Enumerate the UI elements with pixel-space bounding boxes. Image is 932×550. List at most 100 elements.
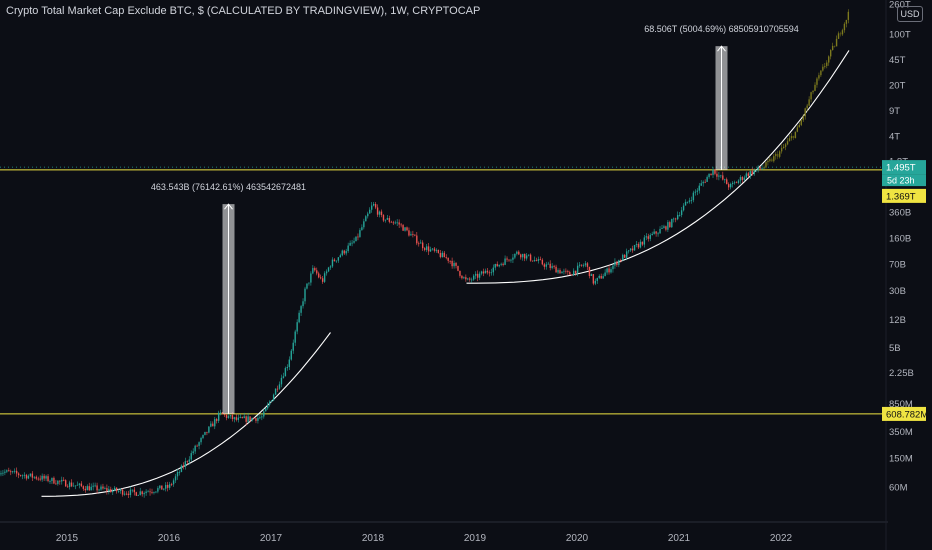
candle-body [610,269,612,273]
candle-body [306,283,308,289]
projection-candle-body [818,75,820,79]
y-tick-label: 60M [889,483,908,494]
candle-body [115,487,118,492]
candle-body [25,474,28,479]
candle-body [114,487,116,491]
candle-body [441,252,444,258]
candle-body [663,226,665,228]
projection-candle-body [847,11,850,20]
y-tick-label: 30B [889,286,906,297]
candle-body [347,245,349,252]
candle-body [416,235,418,244]
candle-body [724,179,726,181]
candle-body [255,418,257,421]
candle-body [657,233,659,235]
candle-body [88,486,90,491]
projection-candle-body [769,159,771,161]
candle-body [567,271,569,273]
candle-body [488,272,491,274]
candle-body [737,180,740,183]
candle-body [219,412,222,414]
candle-body [755,169,757,171]
candle-body [635,244,638,245]
candle-body [268,401,271,405]
candle-body [696,190,699,192]
candle-body [272,394,275,401]
candle-body [84,488,87,491]
candle-body [133,489,136,493]
candle-body [525,255,528,259]
projection-candle-body [775,153,777,157]
candle-body [682,205,685,211]
candle-body [741,177,744,180]
projection-candle-body [778,151,781,157]
candle-body [63,479,65,481]
candle-body [574,270,577,274]
candle-body [59,480,61,482]
candle-body [624,254,626,258]
candle-body [21,475,24,477]
candle-body [702,181,704,184]
candle-body [620,260,622,261]
curve-layer [41,50,850,497]
projection-candle-body [804,108,806,117]
candle-body [180,465,183,472]
candle-body [451,260,453,267]
currency-button[interactable]: USD [897,6,923,22]
candle-body [327,267,330,272]
candle-body [149,491,151,493]
candle-body [204,431,206,435]
candle-body [145,491,147,494]
candle-body [369,209,371,214]
candle-body [714,169,716,174]
candle-body [449,260,451,262]
candle-body [410,234,412,236]
y-tick-label: 4T [889,131,900,142]
projection-candle-body [814,84,816,91]
candle-body [363,221,365,228]
candle-body [10,471,12,473]
candle-body [216,419,218,421]
candle-body [66,486,69,488]
candle-body [494,263,496,268]
candle-body [310,273,312,283]
candle-body [688,200,691,202]
candle-body [543,264,546,267]
candle-body [608,268,610,273]
candle-body [19,475,22,476]
candle-body [527,254,530,256]
candle-body [41,475,43,480]
y-tick-label: 70B [889,259,906,270]
candle-body [367,213,369,217]
candle-body [735,182,738,184]
measure-arrow-head [717,45,726,52]
candle-body [504,258,506,265]
candle-body [259,417,261,419]
candle-body [633,244,636,251]
y-tick-label: 360B [889,208,911,219]
candle-body [463,277,465,279]
candle-body [508,259,510,261]
candle-body [335,260,338,262]
candle-body [510,259,512,261]
candle-body [594,280,597,284]
candle-body [261,416,263,418]
candle-body [414,234,416,236]
candle-body [690,200,693,201]
projection-candle-body [833,45,836,47]
candle-body [380,211,383,216]
candle-body [4,471,6,473]
projection-candle-body [780,147,783,152]
candle-body [726,179,728,185]
candle-body [461,275,463,279]
candle-body [286,367,289,369]
candle-body [233,417,236,420]
candle-body [484,270,487,274]
x-tick-label: 2018 [362,533,385,544]
projection-candle-body [806,105,808,109]
projection-candle-body [798,124,801,128]
candle-body [251,417,253,421]
candle-body [541,259,544,265]
